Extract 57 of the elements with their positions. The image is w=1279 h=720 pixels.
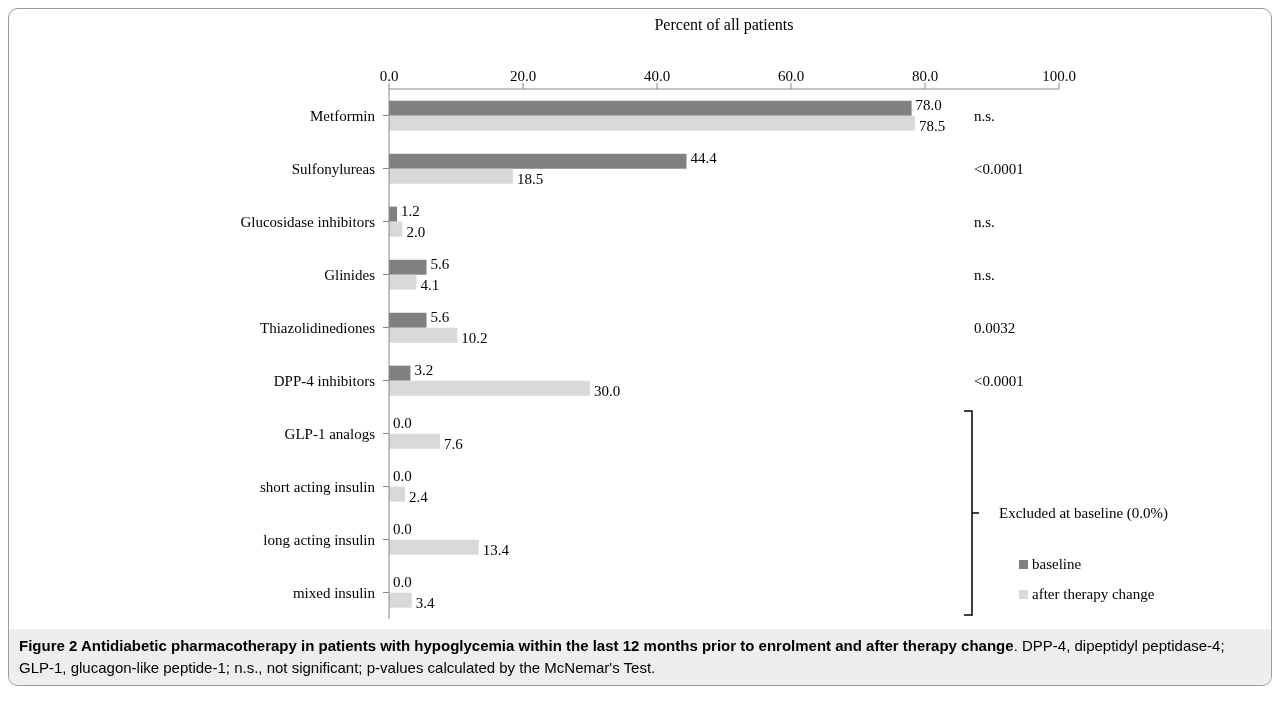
x-axis-title: Percent of all patients	[654, 16, 794, 35]
data-label: 7.6	[443, 435, 464, 452]
y-tick-label: short acting insulin	[260, 478, 376, 495]
y-tick-label: Sulfonylureas	[291, 160, 376, 177]
data-label: 13.4	[482, 541, 510, 558]
data-label: 0.0	[393, 468, 412, 485]
y-tick-label: Glucosidase inhibitors	[240, 213, 376, 230]
data-label: 44.4	[690, 150, 718, 167]
y-tick-label: GLP-1 analogs	[284, 425, 376, 442]
data-label: 0.0	[393, 415, 412, 432]
x-tick-label: 100.0	[1042, 68, 1076, 84]
y-tick-label: DPP-4 inhibitors	[273, 372, 376, 389]
data-label: 4.1	[420, 276, 440, 293]
caption: Figure 2 Antidiabetic pharmacotherapy in patients with hypoglycemia within the last 12 months prior to enrolment and after therapy change	[19, 637, 1014, 654]
bar	[389, 486, 406, 502]
data-label: 2.0	[406, 223, 426, 240]
bar	[389, 115, 915, 131]
data-label: 0.0	[393, 574, 412, 591]
annotation: 0.0032	[974, 319, 1016, 336]
annotation: n.s.	[974, 213, 995, 230]
data-label: 10.2	[461, 329, 488, 346]
y-tick-label: Thiazolidinediones	[260, 319, 376, 336]
bar	[389, 433, 440, 449]
bar	[389, 592, 412, 608]
annotation: n.s.	[974, 266, 995, 283]
annotation: <0.0001	[974, 160, 1024, 177]
data-label: 5.6	[430, 309, 450, 326]
bar	[389, 539, 479, 555]
x-tick-label: 0.0	[379, 68, 399, 84]
annotation: <0.0001	[974, 372, 1024, 389]
bar	[389, 327, 458, 343]
data-label: 1.2	[401, 203, 420, 220]
data-label: 78.5	[918, 117, 946, 134]
x-tick-label: 40.0	[643, 68, 671, 84]
bar	[389, 221, 403, 237]
y-tick-label: Glinides	[324, 266, 376, 283]
data-label: 3.4	[415, 594, 436, 611]
legend-label: after therapy change	[1032, 585, 1155, 604]
x-tick-label: 60.0	[777, 68, 805, 84]
x-tick-label: 20.0	[509, 68, 537, 84]
data-label: 78.0	[915, 97, 942, 114]
bar	[389, 274, 417, 290]
data-label: 3.2	[414, 362, 434, 379]
annotation: n.s.	[974, 107, 995, 124]
data-label: 2.4	[409, 488, 429, 505]
y-tick-label: mixed insulin	[292, 584, 376, 601]
bar	[389, 380, 590, 396]
data-label: 5.6	[430, 256, 450, 273]
legend-label: baseline	[1032, 555, 1082, 574]
y-tick-label: Metformin	[310, 107, 376, 124]
y-tick-label: long acting insulin	[263, 531, 376, 548]
data-label: 0.0	[393, 521, 412, 538]
data-label: 30.0	[594, 382, 621, 399]
x-tick-label: 80.0	[911, 68, 939, 84]
bar	[389, 168, 513, 184]
data-label: 18.5	[516, 170, 544, 187]
annotation: Excluded at baseline (0.0%)	[999, 505, 1169, 522]
